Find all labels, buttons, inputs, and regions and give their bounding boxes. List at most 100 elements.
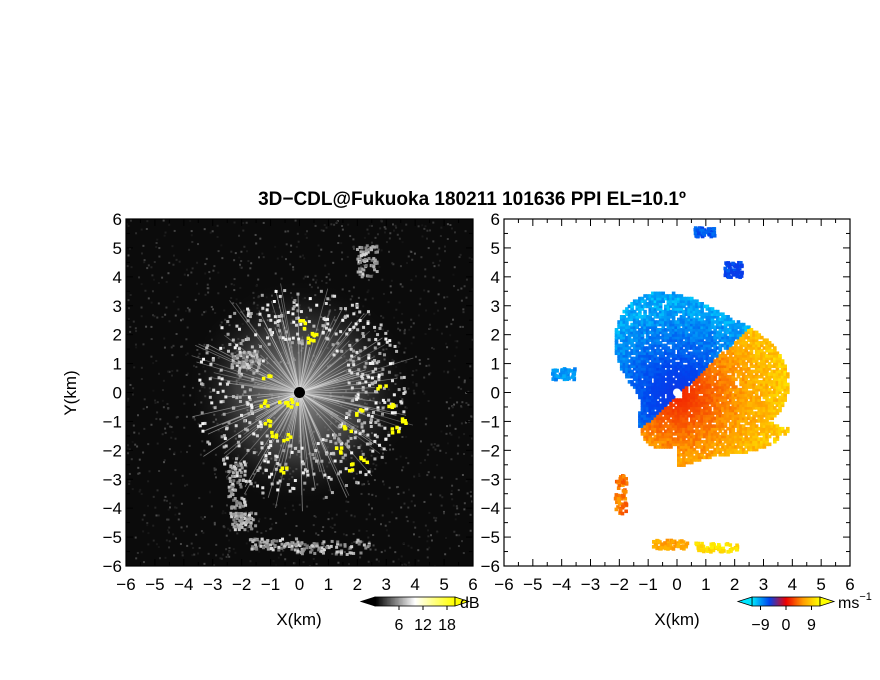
noise-speck (468, 256, 471, 259)
echo-feature (375, 250, 379, 254)
colorbar-swatch (444, 597, 447, 606)
strong-echo-spot (387, 404, 391, 409)
velocity-cell (643, 416, 647, 421)
echo-feature (233, 474, 237, 478)
velocity-cell (708, 343, 712, 348)
echo-clump (377, 423, 381, 427)
colorbar-swatch (380, 597, 383, 606)
velocity-cell (702, 343, 707, 348)
velocity-cell (635, 304, 640, 309)
echo-feature (231, 355, 235, 359)
velocity-cell (658, 429, 663, 434)
velocity-cell (682, 341, 686, 345)
velocity-cell (656, 434, 660, 439)
velocity-cell (661, 372, 666, 376)
noise-speck (186, 544, 189, 547)
noise-speck (245, 499, 248, 502)
velocity-cell (736, 356, 741, 361)
echo-feature (339, 551, 343, 555)
noise-speck (165, 280, 168, 283)
velocity-cell (625, 354, 629, 358)
velocity-cell (679, 369, 684, 374)
velocity-cell (627, 312, 632, 317)
velocity-cell (731, 382, 736, 387)
echo-clump (292, 300, 296, 304)
noise-speck (140, 306, 143, 309)
noise-speck (340, 242, 343, 245)
echo-clump (227, 421, 231, 425)
velocity-cell (651, 294, 655, 298)
velocity-cell (645, 364, 650, 369)
velocity-cell (721, 333, 725, 337)
velocity-cell (702, 346, 707, 350)
noise-speck (173, 451, 176, 454)
echo-feature (242, 365, 246, 369)
velocity-cell (635, 348, 640, 353)
echo-clump (231, 395, 235, 399)
velocity-cell (638, 312, 642, 317)
velocity-cell (705, 317, 710, 322)
echo-feature (227, 495, 231, 499)
velocity-cell (700, 398, 704, 402)
velocity-cell (643, 374, 647, 379)
velocity-cell (679, 382, 684, 387)
velocity-cell (728, 434, 733, 439)
noise-speck (312, 524, 315, 527)
colorbar-tick-label: 6 (395, 617, 404, 634)
velocity-cell (726, 411, 730, 415)
noise-speck (284, 512, 287, 515)
velocity-cell (630, 309, 634, 314)
echo-clump (345, 314, 349, 318)
velocity-cell (656, 393, 660, 397)
noise-speck (415, 384, 418, 387)
noise-speck (240, 266, 243, 269)
velocity-cell (723, 372, 728, 376)
velocity-cell (731, 406, 736, 410)
velocity-cell (666, 424, 671, 428)
noise-speck (426, 237, 429, 240)
velocity-cell (619, 346, 624, 350)
colorbar-swatch (425, 597, 428, 606)
velocity-cell (669, 354, 673, 358)
velocity-cell (674, 309, 679, 314)
echo-clump (385, 340, 389, 344)
velocity-cell (731, 419, 736, 423)
noise-speck (453, 266, 456, 269)
velocity-cell (653, 304, 658, 309)
velocity-cell (718, 367, 723, 371)
velocity-cell (630, 351, 634, 356)
velocity-cell (669, 320, 673, 324)
noise-speck (440, 504, 443, 507)
echo-clump (254, 359, 258, 363)
noise-speck (443, 245, 446, 248)
velocity-cell (682, 458, 686, 462)
echo-feature (312, 542, 316, 546)
velocity-cell (679, 447, 684, 452)
velocity-cell (651, 439, 655, 444)
echo-feature (364, 250, 368, 254)
velocity-cell (656, 400, 660, 405)
velocity-cell (664, 309, 668, 314)
noise-speck (446, 346, 449, 349)
velocity-cell (689, 330, 694, 335)
strong-echo-spot (285, 437, 290, 442)
velocity-cell (687, 429, 691, 434)
velocity-cell (705, 437, 710, 441)
velocity-cell (671, 333, 676, 337)
noise-speck (381, 278, 384, 281)
velocity-cell (632, 346, 637, 350)
noise-speck (424, 268, 427, 271)
noise-speck (408, 564, 411, 566)
velocity-cell (666, 369, 671, 374)
velocity-cell (726, 315, 730, 319)
noise-speck (299, 255, 302, 258)
velocity-cell (643, 400, 647, 405)
velocity-cell (669, 411, 673, 415)
echo-feature (250, 547, 254, 551)
velocity-cell (638, 296, 642, 301)
velocity-cell (710, 367, 715, 371)
velocity-cell (697, 325, 702, 330)
velocity-cell (679, 452, 684, 457)
velocity-cell (658, 320, 663, 324)
noise-speck (328, 278, 331, 281)
